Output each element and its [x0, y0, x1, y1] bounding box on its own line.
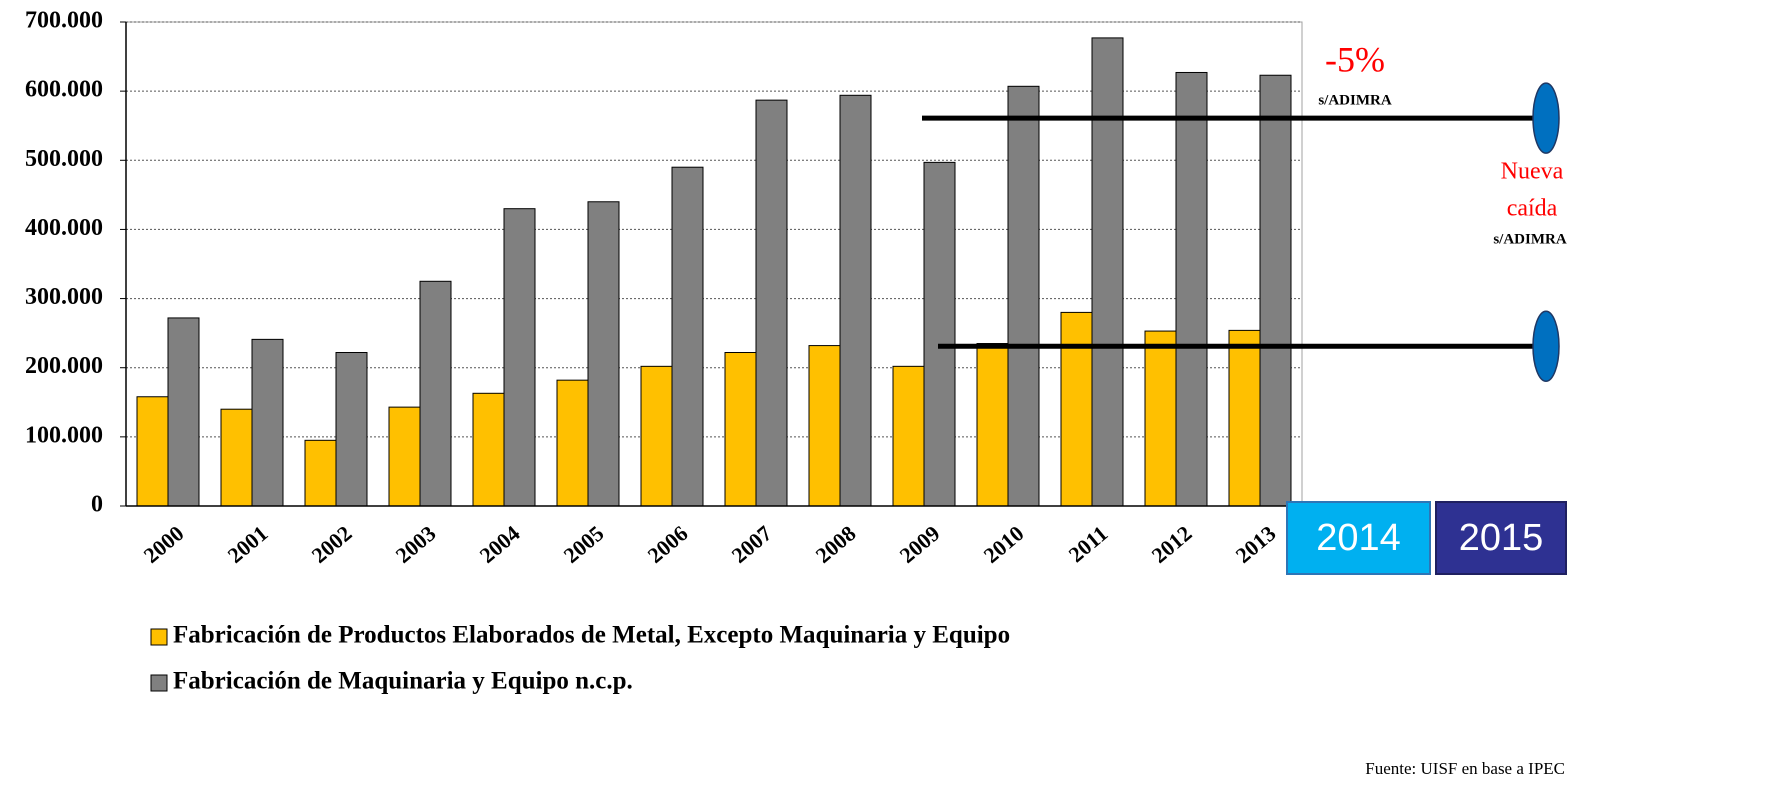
x-tick-label: 2011 [1064, 521, 1113, 568]
legend-swatch [150, 628, 168, 646]
x-tick-label: 2002 [307, 521, 357, 568]
bar [1091, 37, 1124, 507]
legend-swatch [150, 674, 168, 692]
bar [1228, 329, 1261, 507]
bar [304, 439, 337, 507]
bar [892, 365, 925, 507]
bar [587, 201, 620, 507]
bar [1175, 71, 1208, 507]
x-tick-label: 2013 [1231, 521, 1281, 568]
bar [503, 208, 536, 507]
bar [220, 408, 253, 507]
note-line: caída [1507, 196, 1558, 222]
y-tick-label: 600.000 [25, 77, 103, 103]
bar [419, 280, 452, 507]
bar [1259, 74, 1292, 507]
year-box-label: 2014 [1316, 517, 1401, 559]
x-tick-label: 2001 [223, 521, 273, 568]
bar [136, 396, 169, 507]
x-tick-label: 2007 [727, 521, 777, 568]
bar [556, 379, 589, 507]
legend-label: Fabricación de Productos Elaborados de M… [173, 622, 1010, 649]
x-tick-label: 2000 [139, 521, 189, 568]
x-tick-label: 2009 [895, 521, 945, 568]
bar [1144, 330, 1177, 507]
y-tick-label: 400.000 [25, 215, 103, 241]
reference-marker [1532, 310, 1560, 383]
bar [335, 352, 368, 507]
y-tick-label: 700.000 [25, 8, 103, 34]
annotation-src: s/ADIMRA [1318, 92, 1391, 108]
bar [839, 94, 872, 507]
y-tick-label: 300.000 [25, 284, 103, 310]
x-tick-label: 2003 [391, 521, 441, 568]
annotation-pct: -5% [1325, 39, 1385, 79]
plot-frame [125, 21, 1303, 507]
x-tick-label: 2012 [1147, 521, 1197, 568]
x-tick-label: 2008 [811, 521, 861, 568]
y-tick-label: 500.000 [25, 146, 103, 172]
year-box-label: 2015 [1459, 517, 1544, 559]
x-tick-label: 2006 [643, 521, 693, 568]
year-box [1435, 501, 1567, 575]
y-tick-label: 0 [91, 492, 103, 518]
bar [808, 345, 841, 507]
year-box [1286, 501, 1431, 575]
x-tick-label: 2010 [979, 521, 1029, 568]
y-tick-label: 200.000 [25, 353, 103, 379]
x-tick-label: 2004 [475, 521, 525, 568]
bar [724, 352, 757, 507]
source: Fuente: UISF en base a IPEC [1365, 759, 1565, 778]
note-line: Nueva [1501, 159, 1564, 185]
bar [1060, 311, 1093, 507]
bar [1007, 85, 1040, 507]
bar [671, 166, 704, 507]
legend-label: Fabricación de Maquinaria y Equipo n.c.p… [173, 668, 633, 695]
note-src: s/ADIMRA [1493, 231, 1566, 247]
x-tick-label: 2005 [559, 521, 609, 568]
reference-marker [1532, 82, 1560, 154]
y-tick-label: 100.000 [25, 422, 103, 448]
bar [472, 392, 505, 507]
bar [923, 161, 956, 507]
bar [388, 406, 421, 507]
bar [640, 365, 673, 507]
bar [976, 343, 1009, 507]
bar [251, 338, 284, 507]
bar [755, 99, 788, 507]
bar [167, 317, 200, 507]
